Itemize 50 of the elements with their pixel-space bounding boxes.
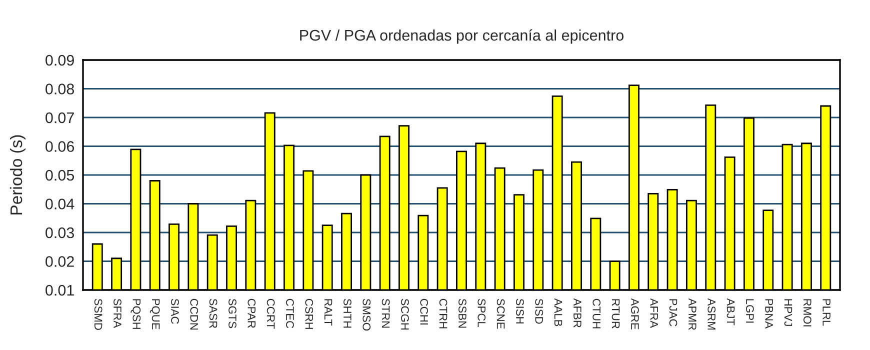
x-tick-label: STRN [382,298,390,328]
x-tick-label: PJAC [669,299,678,326]
x-tick-label: SPCL [478,298,486,327]
y-tick-label: 0.01 [46,284,74,296]
y-tick-label: 0.04 [46,198,74,210]
y-tick-label: 0.06 [46,141,74,152]
x-tick-label: CTUH [592,298,601,328]
x-tick-label: SSBN [458,298,466,328]
x-tick-label: ABJT [726,298,735,326]
x-tick-label: RTUR [612,299,620,328]
y-tick-label: 0.02 [46,256,74,267]
x-tick-label: SMSO [362,298,371,331]
x-tick-label: CCRT [266,298,275,329]
chart-title: PGV / PGA ordenadas por cercanía al epicentro [300,29,624,44]
x-tick-label: AFBR [574,298,582,328]
x-tick-label: SHTH [344,298,352,328]
x-tick-label: CTEC [286,298,294,328]
x-tick-label: APMR [688,298,696,330]
x-tick-label: CSRH [305,298,314,329]
x-tick-label: HPVJ [784,299,792,326]
x-tick-label: SISD [535,298,544,324]
x-tick-label: AALB [554,298,562,326]
x-tick-label: PQSH [130,299,141,329]
y-tick-label: 0.08 [46,84,74,94]
y-tick-label: 0.05 [46,170,74,181]
x-tick-label: SFRA [114,298,122,328]
x-tick-label: PQUE [150,299,160,330]
y-tick-label: 0.03 [46,227,74,238]
y-tick-label: 0.07 [46,112,74,124]
x-tick-label: SASR [209,298,218,328]
x-tick-label: SIAC [171,298,179,324]
x-tick-label: CPAR [248,298,256,328]
x-tick-label: SGTS [228,298,236,328]
x-tick-label: CCHI [420,298,428,324]
y-tick-label: 0.09 [46,54,74,66]
x-tick-label: RMOI [803,299,812,326]
y-axis-title: Periodo (s) [10,135,26,214]
x-tick-label: SISH [516,298,524,324]
x-tick-label: SSMD [94,298,102,330]
x-tick-label: CCDN [190,298,198,330]
x-tick-label: AFRA [650,298,658,328]
x-tick-label: SCNE [496,298,505,329]
x-tick-label: PLRL [822,299,830,326]
x-tick-label: CTRH [439,298,448,328]
x-tick-label: SCGH [401,298,409,330]
x-tick-label: RALT [324,299,332,326]
x-tick-label: ASRM [708,298,716,330]
x-tick-label: PBNA [765,299,773,329]
x-tick-label: LGPI [746,299,754,323]
x-tick-label: AGRE [631,298,639,330]
